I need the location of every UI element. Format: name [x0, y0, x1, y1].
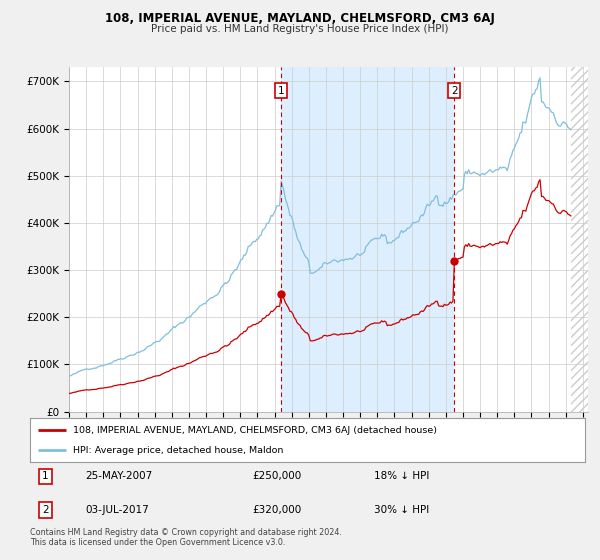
Text: Price paid vs. HM Land Registry's House Price Index (HPI): Price paid vs. HM Land Registry's House … [151, 24, 449, 34]
Text: £320,000: £320,000 [252, 505, 301, 515]
Text: 108, IMPERIAL AVENUE, MAYLAND, CHELMSFORD, CM3 6AJ (detached house): 108, IMPERIAL AVENUE, MAYLAND, CHELMSFOR… [73, 426, 437, 435]
Text: Contains HM Land Registry data © Crown copyright and database right 2024.
This d: Contains HM Land Registry data © Crown c… [30, 528, 342, 547]
Text: 30% ↓ HPI: 30% ↓ HPI [374, 505, 430, 515]
Text: 03-JUL-2017: 03-JUL-2017 [86, 505, 149, 515]
Text: 2: 2 [451, 86, 458, 96]
Text: £250,000: £250,000 [252, 472, 301, 482]
Text: 25-MAY-2007: 25-MAY-2007 [86, 472, 153, 482]
Bar [281, 67, 454, 412]
Text: 1: 1 [42, 472, 49, 482]
Text: HPI: Average price, detached house, Maldon: HPI: Average price, detached house, Mald… [73, 446, 284, 455]
Text: 2: 2 [42, 505, 49, 515]
Text: 18% ↓ HPI: 18% ↓ HPI [374, 472, 430, 482]
Text: 108, IMPERIAL AVENUE, MAYLAND, CHELMSFORD, CM3 6AJ: 108, IMPERIAL AVENUE, MAYLAND, CHELMSFOR… [105, 12, 495, 25]
Text: 1: 1 [278, 86, 284, 96]
Bar [571, 67, 596, 412]
